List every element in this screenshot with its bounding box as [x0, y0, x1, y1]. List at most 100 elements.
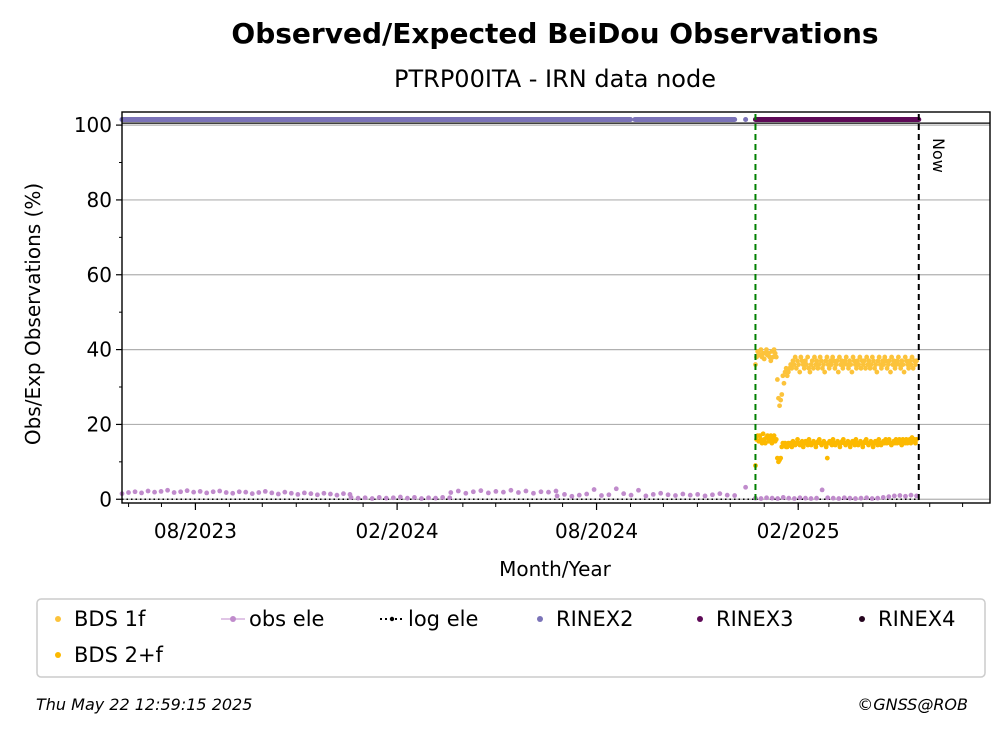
bds-1f-point [816, 362, 822, 367]
bds-1f-point [883, 358, 889, 364]
bds-2-f-point [771, 433, 777, 439]
bds-1f-point [799, 358, 805, 364]
bds-2-f-point [870, 444, 876, 450]
obs-ele-point [447, 495, 453, 501]
bds-1f-point [857, 354, 863, 360]
obs-ele-point [554, 493, 560, 499]
bds-2-f-point [760, 431, 766, 437]
obs-ele-point [236, 489, 242, 495]
legend-item-bds-2-f: BDS 2+f [55, 643, 164, 667]
obs-ele-point [673, 493, 678, 498]
bds-1f-point [781, 380, 787, 386]
obs-ele-point [717, 491, 723, 497]
bds-1f-point [768, 358, 774, 364]
bds-2-f-point [759, 440, 765, 446]
obs-ele-point [886, 494, 892, 500]
bds-2-f-point [773, 436, 779, 442]
legend-label: log ele [408, 607, 478, 631]
bds-1f-point [849, 369, 855, 375]
bds-2-f-point [853, 436, 859, 442]
legend-marker [230, 616, 236, 622]
bds-1f-point [861, 358, 867, 364]
bds-1f-point [847, 358, 853, 364]
y-tick-label: 80 [87, 188, 112, 212]
bds-1f-point [784, 373, 790, 379]
bds-1f-point [865, 362, 871, 367]
bds-2-f-point [824, 455, 830, 461]
obs-ele-point [869, 496, 875, 501]
bds-1f-point [892, 365, 898, 371]
obs-ele-point [897, 493, 903, 498]
bds-1f-point [855, 358, 860, 364]
legend-item-obs-ele: obs ele [221, 607, 324, 631]
bds-2-f-point [837, 444, 843, 450]
x-tick-label: 08/2024 [555, 519, 638, 543]
legend-label: obs ele [249, 607, 324, 631]
bds-1f-point [796, 362, 801, 367]
obs-ele-point [478, 488, 484, 494]
bds-1f-point [823, 358, 829, 364]
obs-ele-point [628, 492, 634, 498]
bds-1f-point [877, 362, 883, 367]
bds-1f-point [793, 365, 799, 371]
obs-ele-point [301, 490, 307, 496]
bds-2-f-point [897, 436, 902, 442]
bds-1f-point [851, 358, 857, 364]
bds-1f-point [825, 362, 831, 367]
obs-ele-point [210, 489, 216, 495]
bds-1f-point [809, 358, 815, 364]
legend-item-log-ele: log ele [380, 607, 478, 631]
obs-ele-point [355, 495, 361, 501]
obs-ele-point [621, 491, 627, 497]
bds-1f-point [850, 354, 856, 360]
obs-ele-point [830, 495, 836, 501]
bds-1f-point [779, 392, 785, 397]
bds-1f-point [798, 354, 804, 360]
legend-marker [55, 616, 61, 622]
bds-1f-point [893, 362, 899, 367]
bds-1f-point [807, 369, 813, 375]
legend-frame [36, 598, 986, 678]
bds-2-f-point [795, 436, 800, 442]
obs-ele-point [321, 490, 327, 496]
bds-2-f-point [778, 455, 784, 461]
chart-title: Observed/Expected BeiDou Observations [231, 17, 878, 50]
bds-1f-point [771, 347, 777, 352]
obs-ele-point [376, 494, 382, 500]
bds-1f-point [863, 365, 868, 371]
y-tick-label: 40 [87, 338, 112, 362]
bds-1f-point [822, 369, 828, 375]
legend-item-bds-1f: BDS 1f [55, 607, 146, 631]
obs-ele-point [165, 487, 170, 493]
bds-1f-point [797, 369, 803, 375]
obs-ele-point [599, 493, 604, 498]
legend: BDS 1f obs ele log ele RINEX2 RINEX3 RINEX4 BD… [36, 598, 986, 678]
y-tick-label: 0 [99, 487, 112, 511]
bds-1f-point [790, 358, 796, 364]
bds-1f-point [871, 358, 876, 364]
obs-ele-point [184, 488, 190, 494]
bds-1f-point [897, 362, 902, 367]
bds-2-f-point [806, 436, 812, 442]
obs-ele-point [493, 489, 499, 494]
obs-ele-point [516, 490, 521, 495]
bds-1f-point [820, 365, 825, 371]
bds-1f-point [869, 354, 875, 360]
bds-1f-point [804, 362, 809, 367]
obs-ele-point [508, 487, 514, 493]
obs-ele-point [455, 488, 461, 494]
bds-1f-point [806, 365, 812, 371]
bds-1f-point [844, 362, 850, 367]
bds-1f-point [885, 362, 891, 367]
bds-1f-point [852, 362, 858, 367]
footer-credit: ©GNSS@ROB [857, 695, 968, 714]
obs-ele-point [448, 490, 454, 495]
bds-1f-point [780, 373, 786, 379]
legend-marker [697, 616, 703, 622]
bds-1f-point [833, 362, 839, 367]
obs-ele-point [275, 491, 281, 497]
bds-1f-point [838, 362, 843, 367]
plot-frame [121, 111, 991, 504]
obs-ele-point [419, 496, 424, 501]
